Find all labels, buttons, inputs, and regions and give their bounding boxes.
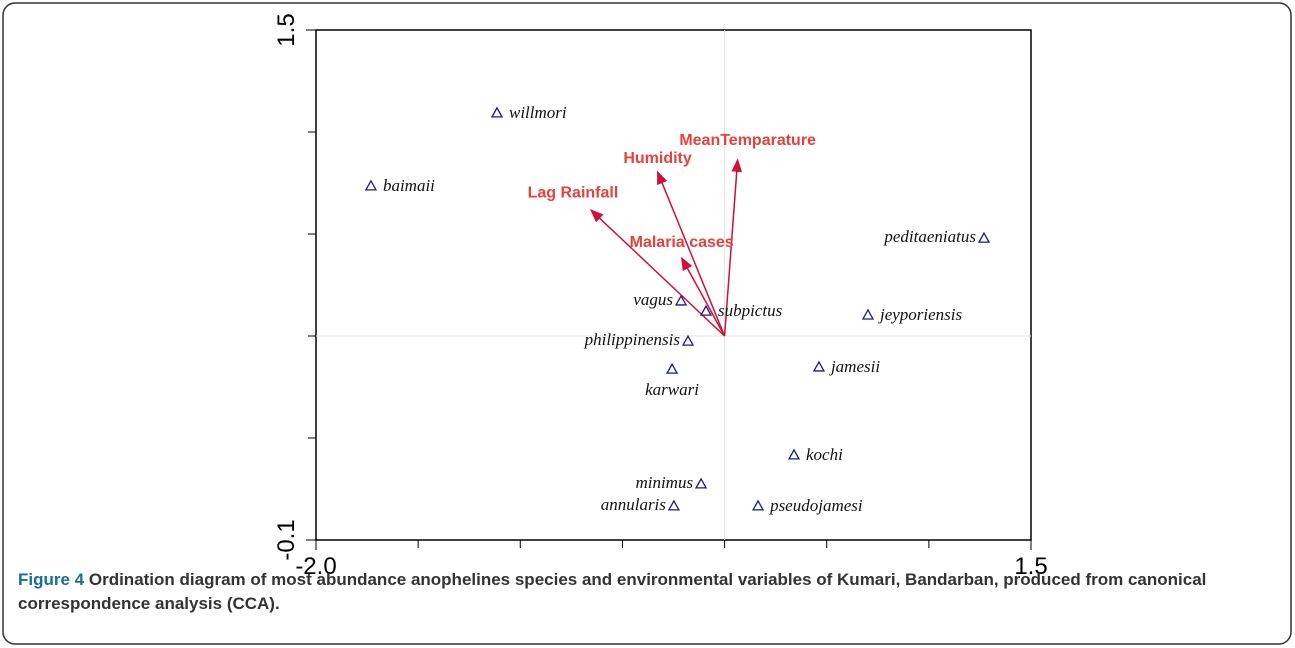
species-marker: [787, 448, 801, 460]
env-label: Humidity: [623, 150, 692, 167]
species-label: karwari: [645, 380, 699, 399]
species-marker: [681, 334, 695, 346]
y-tick-label: 1.5: [273, 13, 300, 46]
species-marker: [665, 362, 679, 374]
species-marker: [751, 499, 765, 511]
species-marker: [977, 231, 991, 243]
env-label: Lag Rainfall: [528, 184, 619, 201]
caption-label: Figure 4: [18, 570, 85, 589]
species-marker: [699, 304, 713, 316]
caption: Figure 4 Ordination diagram of most abun…: [18, 568, 1280, 616]
y-tick-label: -0.1: [273, 519, 300, 560]
species-label: minimus: [635, 473, 693, 492]
species-marker: [812, 360, 826, 372]
species-marker: [667, 499, 681, 511]
plot-frame: [315, 29, 1032, 541]
species-label: pseudojamesi: [769, 496, 863, 515]
species-marker: [364, 179, 378, 191]
caption-text: Ordination diagram of most abundance ano…: [18, 570, 1207, 613]
species-label: jeyporiensis: [878, 305, 963, 324]
species-label: subpictus: [718, 301, 783, 320]
species-marker: [861, 308, 875, 320]
species-label: philippinensis: [584, 330, 681, 349]
species-marker: [694, 477, 708, 489]
species-label: kochi: [806, 445, 843, 464]
env-label: MeanTemparature: [679, 132, 816, 149]
env-arrow: [589, 209, 726, 337]
species-label: vagus: [633, 290, 673, 309]
species-label: willmori: [509, 103, 567, 122]
species-label: peditaeniatus: [883, 227, 976, 246]
env-label: Malaria cases: [630, 234, 734, 251]
env-arrow: [656, 170, 726, 337]
env-arrow: [723, 158, 743, 337]
species-label: baimaii: [383, 176, 435, 195]
species-marker: [490, 106, 504, 118]
x-tick-label: 1.5: [1014, 553, 1047, 580]
x-tick-label: -2.0: [295, 553, 336, 580]
env-arrow: [681, 256, 726, 337]
species-marker: [674, 294, 688, 306]
species-label: jamesii: [829, 357, 880, 376]
species-label: annularis: [601, 495, 667, 514]
